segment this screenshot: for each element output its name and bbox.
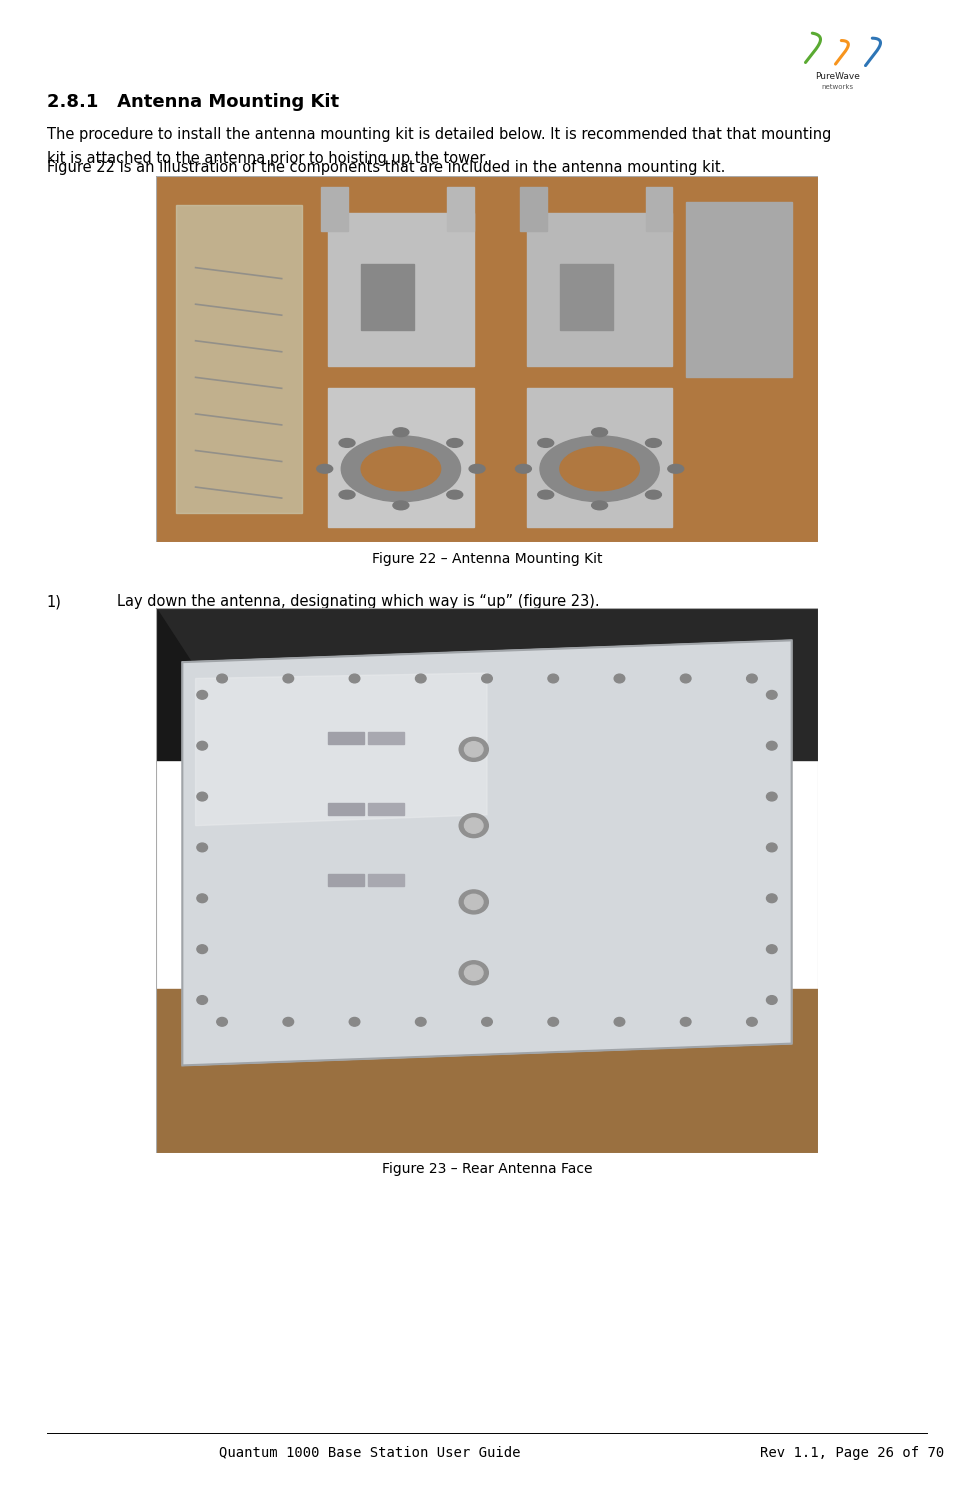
Circle shape — [459, 738, 488, 761]
Circle shape — [615, 1017, 624, 1026]
Circle shape — [217, 675, 227, 682]
Circle shape — [591, 502, 608, 509]
Text: Figure 22 is an illustration of the components that are included in the antenna : Figure 22 is an illustration of the comp… — [47, 160, 725, 175]
Circle shape — [447, 439, 463, 448]
Bar — [527, 388, 672, 527]
Circle shape — [469, 464, 485, 473]
Bar — [560, 264, 613, 330]
Text: Lay down the antenna, designating which way is “up” (figure 23).: Lay down the antenna, designating which … — [117, 594, 600, 609]
Circle shape — [482, 1017, 492, 1026]
Circle shape — [747, 675, 757, 682]
Circle shape — [350, 675, 359, 682]
Circle shape — [465, 742, 483, 757]
Circle shape — [646, 490, 661, 499]
Circle shape — [767, 793, 777, 800]
Circle shape — [416, 1017, 426, 1026]
Circle shape — [317, 464, 333, 473]
Bar — [520, 187, 546, 231]
Circle shape — [283, 675, 293, 682]
Circle shape — [668, 464, 684, 473]
Bar — [368, 873, 404, 885]
Circle shape — [465, 818, 483, 833]
Circle shape — [361, 446, 440, 491]
Circle shape — [515, 464, 532, 473]
Circle shape — [767, 996, 777, 1005]
Bar — [328, 213, 473, 366]
Bar — [328, 873, 364, 885]
Bar — [447, 187, 473, 231]
Text: Figure 23 – Rear Antenna Face: Figure 23 – Rear Antenna Face — [382, 1162, 592, 1175]
Circle shape — [646, 439, 661, 448]
Circle shape — [197, 996, 207, 1005]
Text: The procedure to install the antenna mounting kit is detailed below. It is recom: The procedure to install the antenna mou… — [47, 127, 831, 142]
Circle shape — [217, 1017, 227, 1026]
Bar — [686, 202, 792, 378]
Text: 2.8.1   Antenna Mounting Kit: 2.8.1 Antenna Mounting Kit — [47, 93, 339, 110]
Circle shape — [197, 945, 207, 954]
Circle shape — [339, 439, 355, 448]
Circle shape — [341, 436, 461, 502]
Bar — [368, 732, 404, 744]
Circle shape — [681, 675, 691, 682]
Circle shape — [615, 675, 624, 682]
Bar — [328, 732, 364, 744]
Bar — [156, 608, 818, 760]
Bar — [328, 388, 473, 527]
Circle shape — [767, 742, 777, 749]
Text: networks: networks — [822, 85, 853, 91]
Circle shape — [591, 428, 608, 436]
Circle shape — [681, 1017, 691, 1026]
Circle shape — [459, 890, 488, 914]
Circle shape — [465, 894, 483, 909]
Text: Quantum 1000 Base Station User Guide: Quantum 1000 Base Station User Guide — [219, 1445, 521, 1460]
Text: PureWave: PureWave — [815, 72, 860, 81]
Circle shape — [767, 690, 777, 699]
Bar — [156, 990, 818, 1153]
Circle shape — [197, 844, 207, 853]
Polygon shape — [156, 608, 255, 760]
Polygon shape — [175, 206, 302, 512]
Text: Figure 22 – Antenna Mounting Kit: Figure 22 – Antenna Mounting Kit — [372, 552, 602, 566]
Circle shape — [540, 436, 659, 502]
Bar — [527, 213, 672, 366]
Circle shape — [339, 490, 355, 499]
Circle shape — [283, 1017, 293, 1026]
Circle shape — [767, 894, 777, 903]
Circle shape — [548, 675, 558, 682]
Circle shape — [447, 490, 463, 499]
Circle shape — [538, 490, 553, 499]
Polygon shape — [196, 673, 487, 826]
Circle shape — [197, 894, 207, 903]
Circle shape — [538, 439, 553, 448]
Circle shape — [459, 814, 488, 838]
Circle shape — [393, 502, 409, 509]
Circle shape — [197, 690, 207, 699]
Circle shape — [747, 1017, 757, 1026]
Bar — [368, 803, 404, 815]
Bar — [328, 803, 364, 815]
Text: Rev 1.1, Page 26 of 70: Rev 1.1, Page 26 of 70 — [760, 1445, 944, 1460]
Text: kit is attached to the antenna prior to hoisting up the tower.: kit is attached to the antenna prior to … — [47, 151, 488, 166]
Bar — [321, 187, 348, 231]
Circle shape — [548, 1017, 558, 1026]
Bar — [361, 264, 414, 330]
Polygon shape — [182, 640, 792, 1066]
Bar — [646, 187, 672, 231]
Circle shape — [393, 428, 409, 436]
Circle shape — [482, 675, 492, 682]
Circle shape — [560, 446, 639, 491]
Circle shape — [350, 1017, 359, 1026]
Circle shape — [767, 844, 777, 853]
Circle shape — [197, 742, 207, 749]
Circle shape — [416, 675, 426, 682]
Text: 1): 1) — [47, 594, 61, 609]
Circle shape — [465, 964, 483, 981]
Circle shape — [767, 945, 777, 954]
Circle shape — [459, 961, 488, 985]
Circle shape — [197, 793, 207, 800]
